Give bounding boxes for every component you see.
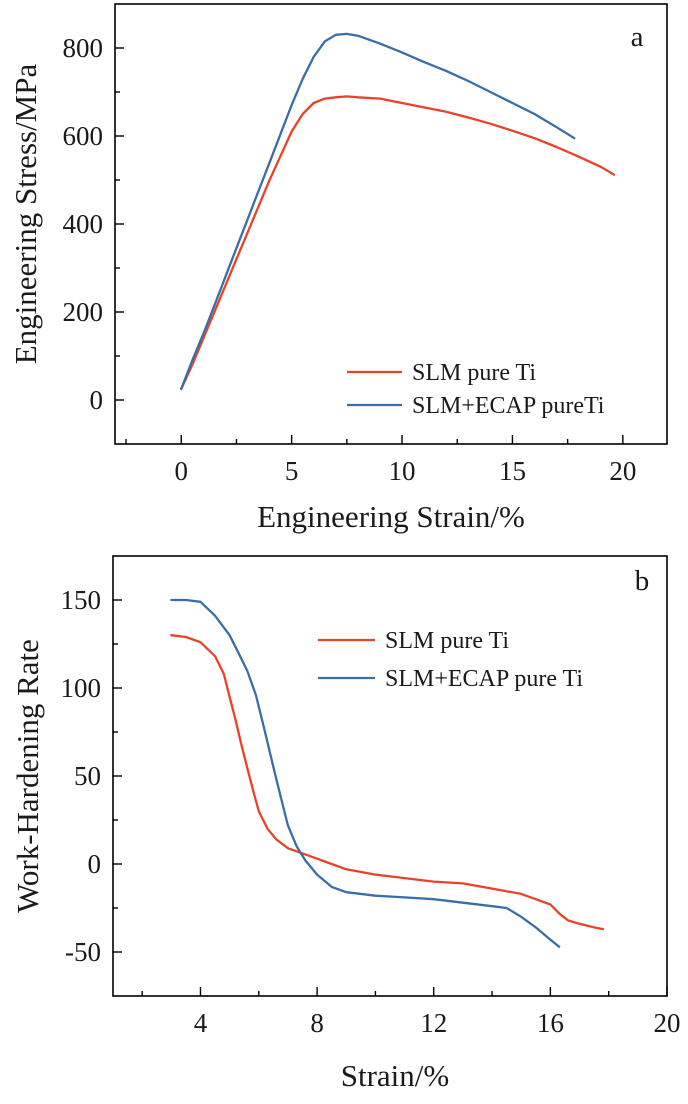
y-tick-label: 150 xyxy=(61,585,102,615)
panel-a-legend: SLM pure Ti SLM+ECAP pureTi xyxy=(347,360,605,419)
y-tick-label: -50 xyxy=(65,937,101,967)
series-line-slm-ecap xyxy=(180,32,576,391)
x-tick-label: 20 xyxy=(654,1008,681,1038)
panel-a-letter: a xyxy=(631,21,644,53)
panel-b-series xyxy=(170,598,605,948)
legend-entry-label: SLM+ECAP pure Ti xyxy=(385,666,583,692)
y-tick-label: 100 xyxy=(61,673,102,703)
panel-b-plot-frame xyxy=(112,555,668,997)
x-tick-label: 8 xyxy=(310,1008,324,1038)
y-tick-label: 200 xyxy=(63,297,104,327)
y-tick-label: 800 xyxy=(63,33,104,63)
panel-b-chart: 4 8 12 16 20 -50 0 50 100 150 SLM pure Ti SLM+ECAP… xyxy=(10,555,681,1093)
y-tick-label: 0 xyxy=(90,385,104,415)
legend-entry-label: SLM+ECAP pureTi xyxy=(412,393,605,419)
panel-b-ticks: 4 8 12 16 20 -50 0 50 100 150 xyxy=(61,585,681,1038)
panel-a-series xyxy=(180,32,616,391)
panel-b-letter: b xyxy=(635,565,650,597)
panel-a-y-axis-label: Engineering Stress/MPa xyxy=(8,64,43,365)
x-tick-label: 16 xyxy=(537,1008,564,1038)
panel-b-x-axis-label: Strain/% xyxy=(341,1058,450,1093)
x-tick-label: 15 xyxy=(499,456,526,486)
series-line-slm-ecap xyxy=(170,598,561,948)
series-line-slm xyxy=(180,95,616,391)
panel-b-legend: SLM pure Ti SLM+ECAP pure Ti xyxy=(318,628,583,692)
panel-a-plot-frame xyxy=(114,3,668,445)
y-tick-label: 400 xyxy=(63,209,104,239)
x-tick-label: 4 xyxy=(194,1008,208,1038)
y-tick-label: 0 xyxy=(88,849,102,879)
panel-a-x-axis-label: Engineering Strain/% xyxy=(257,499,525,534)
x-tick-label: 20 xyxy=(609,456,636,486)
x-tick-label: 0 xyxy=(174,456,188,486)
x-tick-label: 12 xyxy=(420,1008,447,1038)
x-tick-label: 5 xyxy=(285,456,299,486)
y-tick-label: 50 xyxy=(74,761,101,791)
y-tick-label: 600 xyxy=(63,121,104,151)
legend-entry-label: SLM pure Ti xyxy=(385,628,509,654)
series-line-slm xyxy=(170,634,605,931)
legend-entry-label: SLM pure Ti xyxy=(412,360,536,386)
x-tick-label: 10 xyxy=(389,456,416,486)
panel-b-y-axis-label: Work-Hardening Rate xyxy=(10,639,45,913)
